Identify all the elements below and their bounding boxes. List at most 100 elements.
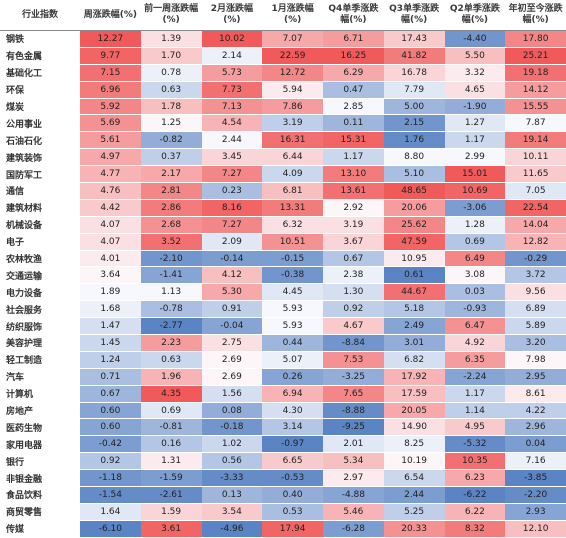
value-cell: -6.10 [80,520,141,538]
table-row: 房地产 0.60 0.69 0.08 4.30 -8.88 20.05 1.14 4.22 [0,402,566,420]
value-cell: 5.94 [262,81,323,99]
value-cell: 16.25 [323,47,384,65]
industry-name: 汽车 [0,368,80,386]
value-cell: 9.77 [80,47,141,65]
value-cell: 7.27 [201,165,263,184]
value-cell: 1.96 [140,368,202,386]
value-cell: -4.96 [201,520,263,538]
value-cell: 5.07 [262,351,323,369]
value-cell: 6.94 [262,385,323,403]
industry-name: 家用电器 [0,435,80,454]
value-cell: 7.27 [201,216,263,234]
value-cell: 0.53 [262,503,323,521]
value-cell: 0.92 [323,300,384,319]
value-cell: 20.05 [383,402,445,420]
value-cell: 3.64 [80,266,141,285]
value-cell: 7.15 [80,64,141,82]
value-cell: -3.33 [201,469,263,488]
industry-name: 有色金属 [0,47,80,65]
value-cell: 6.44 [262,148,323,167]
value-cell: 3.19 [323,216,384,234]
value-cell: 0.04 [505,435,566,454]
value-cell: 8.32 [444,520,506,538]
value-cell: 0.63 [140,81,202,99]
table-row: 通信 4.76 2.81 0.23 6.81 13.61 48.65 10.69 7.05 [0,182,566,200]
value-cell: 6.22 [444,503,506,521]
value-cell: 0.44 [262,334,323,352]
value-cell: -8.88 [323,402,384,420]
value-cell: 1.02 [201,435,263,454]
value-cell: -0.14 [201,250,263,268]
value-cell: 5.73 [201,64,263,82]
value-cell: 17.59 [383,385,445,403]
value-cell: 2.49 [383,317,445,336]
value-cell: 2.69 [201,368,263,386]
value-cell: 2.15 [383,114,445,133]
value-cell: -0.29 [505,250,566,268]
value-cell: 5.61 [80,131,141,150]
value-cell: 13.10 [323,165,384,184]
industry-name: 商贸零售 [0,503,80,521]
value-cell: 1.70 [140,47,202,65]
value-cell: 0.67 [80,385,141,403]
value-cell: -0.82 [140,131,202,150]
value-cell: 1.30 [323,283,384,302]
value-cell: 11.65 [505,165,566,184]
value-cell: -2.61 [140,486,202,504]
column-header: 行业指数 [0,0,80,31]
value-cell: 2.92 [323,199,384,217]
value-cell: 0.61 [383,266,445,285]
value-cell: 10.02 [201,30,263,48]
value-cell: -0.53 [262,469,323,488]
value-cell: -2.10 [140,250,202,268]
value-cell: 3.67 [323,233,384,251]
table-row: 公用事业 5.69 1.25 4.54 3.19 0.11 2.15 1.27 7.87 [0,114,566,133]
value-cell: 2.14 [201,47,263,65]
value-cell: -2.24 [444,368,506,386]
value-cell: 19.18 [505,64,566,82]
value-cell: 0.03 [444,283,506,302]
value-cell: 0.13 [201,486,263,504]
value-cell: -4.40 [444,30,506,48]
value-cell: 1.45 [80,334,141,352]
table-row: 商贸零售 1.64 1.59 3.54 0.53 5.46 5.25 6.22 2.93 [0,503,566,521]
value-cell: 5.30 [201,283,263,302]
industry-name: 石油石化 [0,131,80,150]
value-cell: 9.56 [505,283,566,302]
table-row: 汽车 0.71 1.96 2.69 0.26 -3.25 17.92 -2.24 2.95 [0,368,566,386]
value-cell: 2.38 [323,266,384,285]
value-cell: 10.19 [383,452,445,471]
value-cell: 0.16 [140,435,202,454]
value-cell: 10.69 [444,182,506,200]
value-cell: 6.29 [323,64,384,82]
value-cell: 0.78 [140,64,202,82]
value-cell: 0.67 [323,250,384,268]
value-cell: -6.28 [323,520,384,538]
value-cell: -6.22 [444,486,506,504]
value-cell: 6.35 [444,351,506,369]
value-cell: 8.61 [505,385,566,403]
industry-name: 医药生物 [0,418,80,437]
value-cell: 5.93 [262,300,323,319]
value-cell: 12.27 [80,30,141,48]
value-cell: 8.25 [383,435,445,454]
column-header: 年初至今涨跌幅(%) [505,0,566,31]
value-cell: 15.55 [505,98,566,116]
column-header: Q3单季涨跌幅(%) [383,0,445,31]
value-cell: 2.75 [201,334,263,352]
value-cell: 2.97 [323,469,384,488]
column-header: Q2单季涨跌幅(%) [444,0,506,31]
industry-name: 建筑材料 [0,199,80,217]
table-row: 钢铁 12.27 1.39 10.02 7.07 6.71 17.43 -4.40 17.80 [0,30,566,48]
industry-name: 电子 [0,233,80,251]
value-cell: 7.13 [201,98,263,116]
value-cell: 17.43 [383,30,445,48]
value-cell: 0.47 [323,81,384,99]
value-cell: -1.54 [80,486,141,504]
value-cell: 7.53 [323,351,384,369]
value-cell: -9.25 [323,418,384,437]
value-cell: 4.97 [80,148,141,167]
value-cell: 20.33 [383,520,445,538]
value-cell: 7.79 [383,81,445,99]
value-cell: 4.95 [444,418,506,437]
